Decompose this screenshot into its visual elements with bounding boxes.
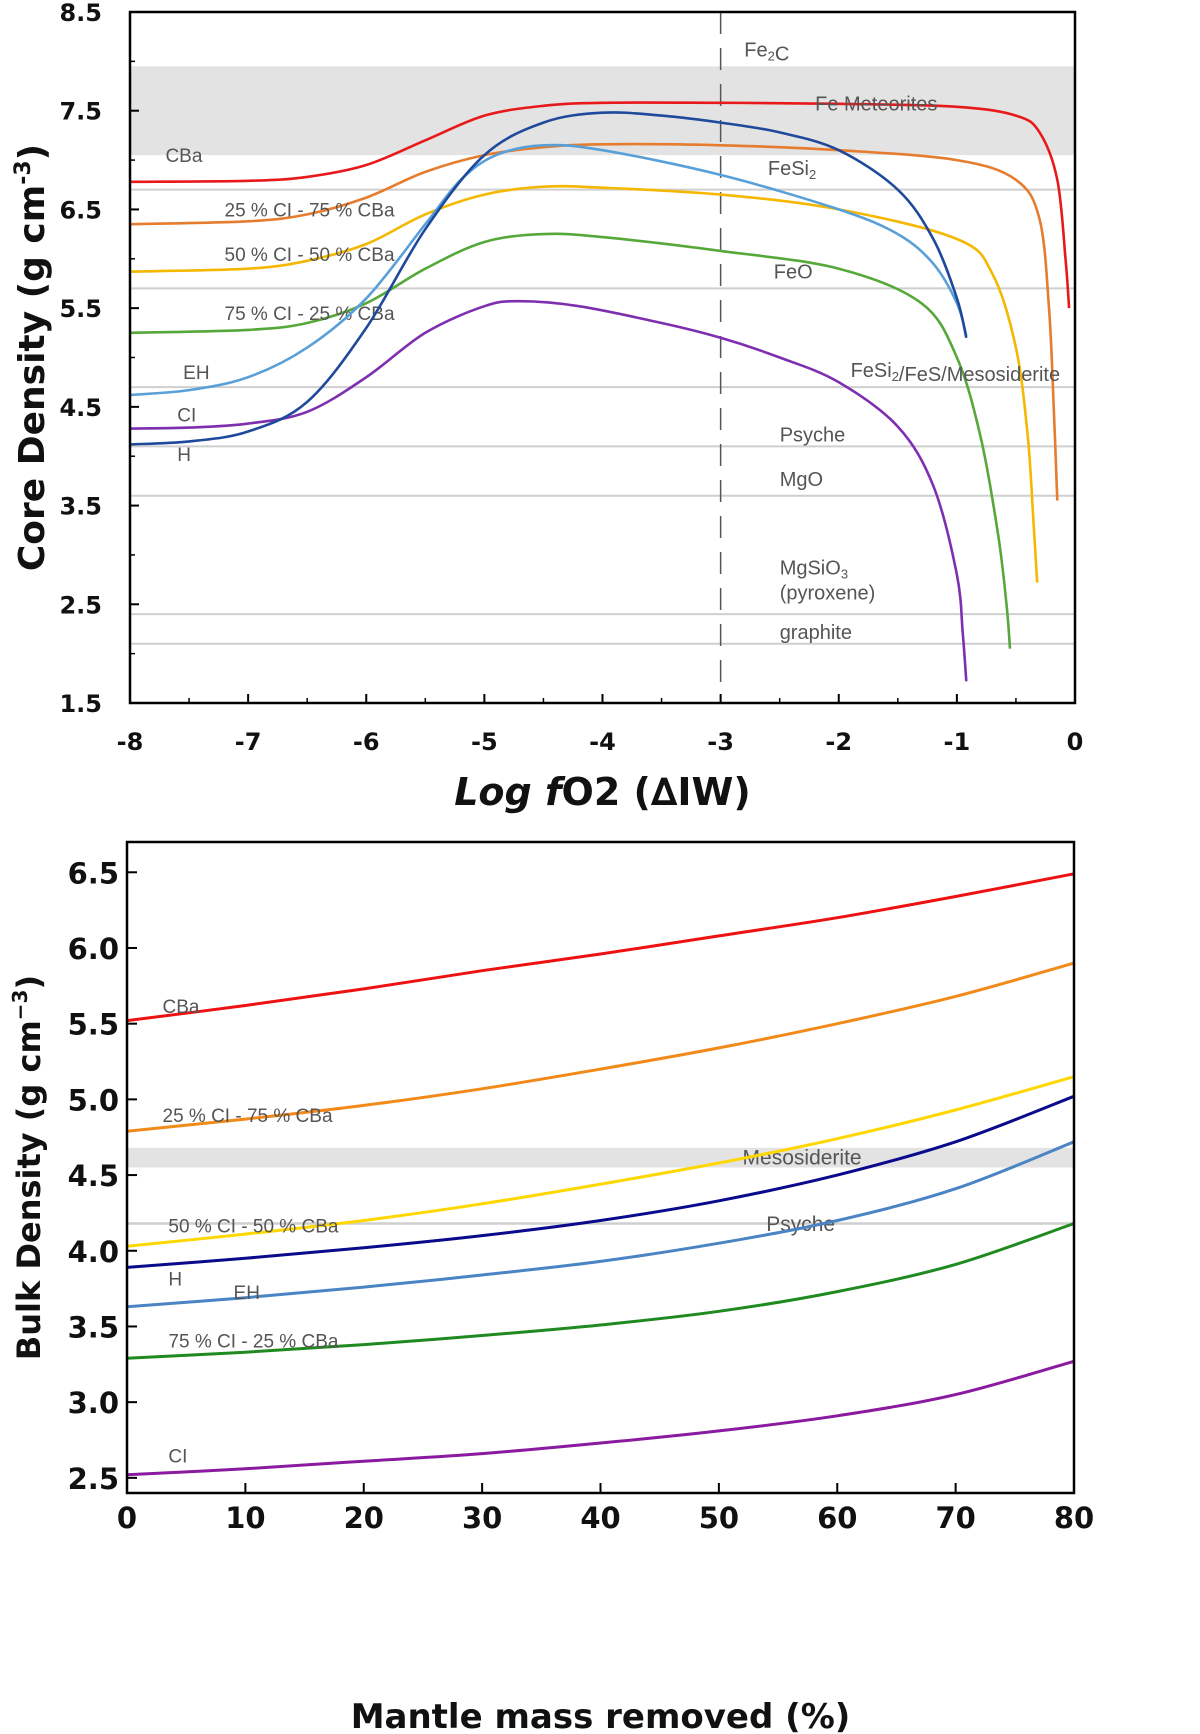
x-tick-label: 20 <box>344 1501 384 1535</box>
x-tick-label: 60 <box>817 1501 857 1535</box>
y-tick-label: 6.0 <box>68 932 119 966</box>
reference-label: Fe Meteorites <box>815 94 937 116</box>
series-line <box>126 1140 1075 1309</box>
y-tick-label: 7.5 <box>59 98 102 126</box>
y-tick-label: 5.5 <box>59 295 102 323</box>
reference-label: FeSi2/FeS/Mesosiderite <box>851 360 1061 386</box>
mesosiderite-band <box>127 1147 1074 1168</box>
reference-label: graphite <box>780 622 852 644</box>
y-tick-label: 4.0 <box>68 1235 119 1269</box>
reference-label: Fe2C <box>744 39 789 65</box>
panel-core-density: CBa 25 % CI - 75 % CBa 50 % CI - 50 % CBa 7… <box>11 0 1083 814</box>
series-label: EH <box>234 1283 260 1304</box>
reference-label: (pyroxene) <box>780 582 876 604</box>
series-line <box>126 1075 1075 1248</box>
x-tick-label: 70 <box>935 1501 975 1535</box>
x-tick-label: -6 <box>353 728 380 756</box>
x-tick-label: 50 <box>699 1501 739 1535</box>
y-tick-label: 3.0 <box>68 1386 119 1420</box>
x-tick-label: 40 <box>580 1501 620 1535</box>
y-tick-label: 1.5 <box>59 690 102 718</box>
x-tick-label: -1 <box>944 728 971 756</box>
series-line <box>129 101 1071 309</box>
series-line <box>126 872 1075 1023</box>
series-line <box>129 142 1059 501</box>
y-tick-label: 6.5 <box>68 856 119 890</box>
series-label: H <box>177 445 191 466</box>
x-tick-label: -3 <box>707 728 734 756</box>
y-tick-label: 2.5 <box>59 591 102 619</box>
x-tick-label: -4 <box>589 728 616 756</box>
y-tick-label: 6.5 <box>59 196 102 224</box>
series-line <box>126 961 1075 1133</box>
reference-label: FeO <box>774 262 813 284</box>
series-label: EH <box>183 363 209 384</box>
series-label: CBa <box>163 997 200 1018</box>
x-axis-label: Log fO2 (∆IW) <box>454 770 751 814</box>
series-line <box>126 1359 1075 1477</box>
series-label: CI <box>177 406 196 427</box>
series-label: CI <box>168 1447 187 1468</box>
series-label: H <box>168 1270 182 1291</box>
reference-label: Psyche <box>780 424 846 446</box>
series-line <box>129 184 1039 583</box>
x-tick-label: 0 <box>117 1501 137 1535</box>
y-tick-label: 4.5 <box>68 1159 119 1193</box>
y-tick-label: 3.5 <box>59 493 102 521</box>
series-label: 25 % CI - 75 % CBa <box>163 1106 333 1127</box>
x-tick-label: -8 <box>117 728 144 756</box>
series-label: 75 % CI - 25 % CBa <box>225 304 395 325</box>
y-tick-label: 5.0 <box>68 1083 119 1117</box>
reference-label: MgO <box>780 469 823 491</box>
y-axis-label: Bulk Density (g cm−3) <box>8 975 48 1360</box>
series-label: 25 % CI - 75 % CBa <box>225 200 395 221</box>
x-tick-label: 80 <box>1054 1501 1094 1535</box>
reference-label: Mesosiderite <box>743 1146 862 1169</box>
series-line <box>129 143 968 397</box>
x-tick-label: -5 <box>471 728 498 756</box>
x-tick-label: 30 <box>462 1501 502 1535</box>
x-tick-label: 10 <box>225 1501 265 1535</box>
x-tick-label: -2 <box>825 728 852 756</box>
series-line <box>129 111 968 446</box>
reference-label: FeSi2 <box>768 158 816 182</box>
fe-meteorites-band <box>130 66 1075 156</box>
series-label: CBa <box>165 146 202 167</box>
series-label: 75 % CI - 25 % CBa <box>168 1332 338 1353</box>
x-tick-label: -7 <box>235 728 262 756</box>
series-label: 50 % CI - 50 % CBa <box>225 245 395 266</box>
series-line <box>126 1222 1075 1360</box>
y-tick-label: 5.5 <box>68 1008 119 1042</box>
series-line <box>126 1094 1075 1269</box>
y-tick-label: 2.5 <box>68 1462 119 1496</box>
y-tick-label: 4.5 <box>59 394 102 422</box>
x-tick-label: 0 <box>1067 728 1084 756</box>
series-line <box>129 299 968 682</box>
y-tick-label: 8.5 <box>59 0 102 27</box>
x-axis-label: Mantle mass removed (%) <box>351 1697 851 1734</box>
series-line <box>129 232 1012 649</box>
y-axis-label: Core Density (g cm-3) <box>11 144 53 571</box>
series-label: 50 % CI - 50 % CBa <box>168 1217 338 1238</box>
y-tick-label: 3.5 <box>68 1310 119 1344</box>
reference-label: MgSiO3 <box>780 558 848 582</box>
